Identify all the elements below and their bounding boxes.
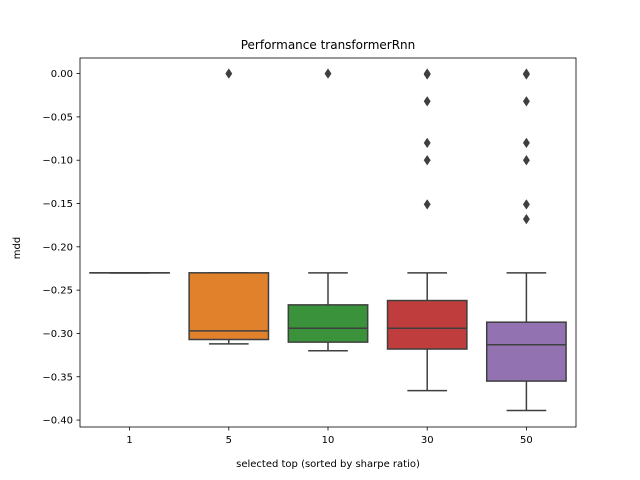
y-tick-label: −0.20 [42,242,73,253]
outlier-point [522,213,530,225]
outlier-point [423,137,431,149]
y-tick-label: 0.00 [51,69,73,80]
outlier-point [423,154,431,166]
y-axis-label: mdd [12,237,23,259]
x-tick-label: 10 [322,435,335,446]
outlier-point [423,96,431,107]
y-tick-label: −0.30 [42,329,73,340]
outlier-point [522,96,530,107]
y-tick-label: −0.15 [42,199,73,210]
outlier-point [423,199,431,210]
outlier-point [423,69,431,80]
outlier-point [225,68,233,79]
x-tick-label: 50 [520,435,533,446]
box-group-5 [188,68,270,345]
y-tick-label: −0.40 [42,416,73,427]
y-tick-label: −0.05 [42,112,73,123]
outlier-point [522,69,530,80]
box-group-10 [287,68,369,352]
outlier-point [324,68,332,79]
plot-area: 0.00 −0.05 −0.10 −0.15 −0.20 −0.25 −0.30 −0.35 −… [42,57,577,446]
y-tick-label: −0.10 [42,156,73,167]
y-tick-label: −0.35 [42,372,73,383]
box-body [485,321,567,382]
x-axis-label: selected top (sorted by sharpe ratio) [236,459,420,470]
outlier-point [522,154,530,166]
box-body [386,299,468,350]
x-tick-label: 1 [126,435,132,446]
x-tick-label: 5 [226,435,232,446]
outlier-point [522,137,530,149]
box-body [188,272,270,341]
outlier-point [522,199,530,210]
chart-title: Performance transformerRnn [241,38,416,52]
box-group-30 [386,68,468,392]
y-tick-label: −0.25 [42,286,73,297]
x-tick-label: 30 [421,435,434,446]
box-body [287,304,369,343]
box-group-50 [485,68,567,412]
